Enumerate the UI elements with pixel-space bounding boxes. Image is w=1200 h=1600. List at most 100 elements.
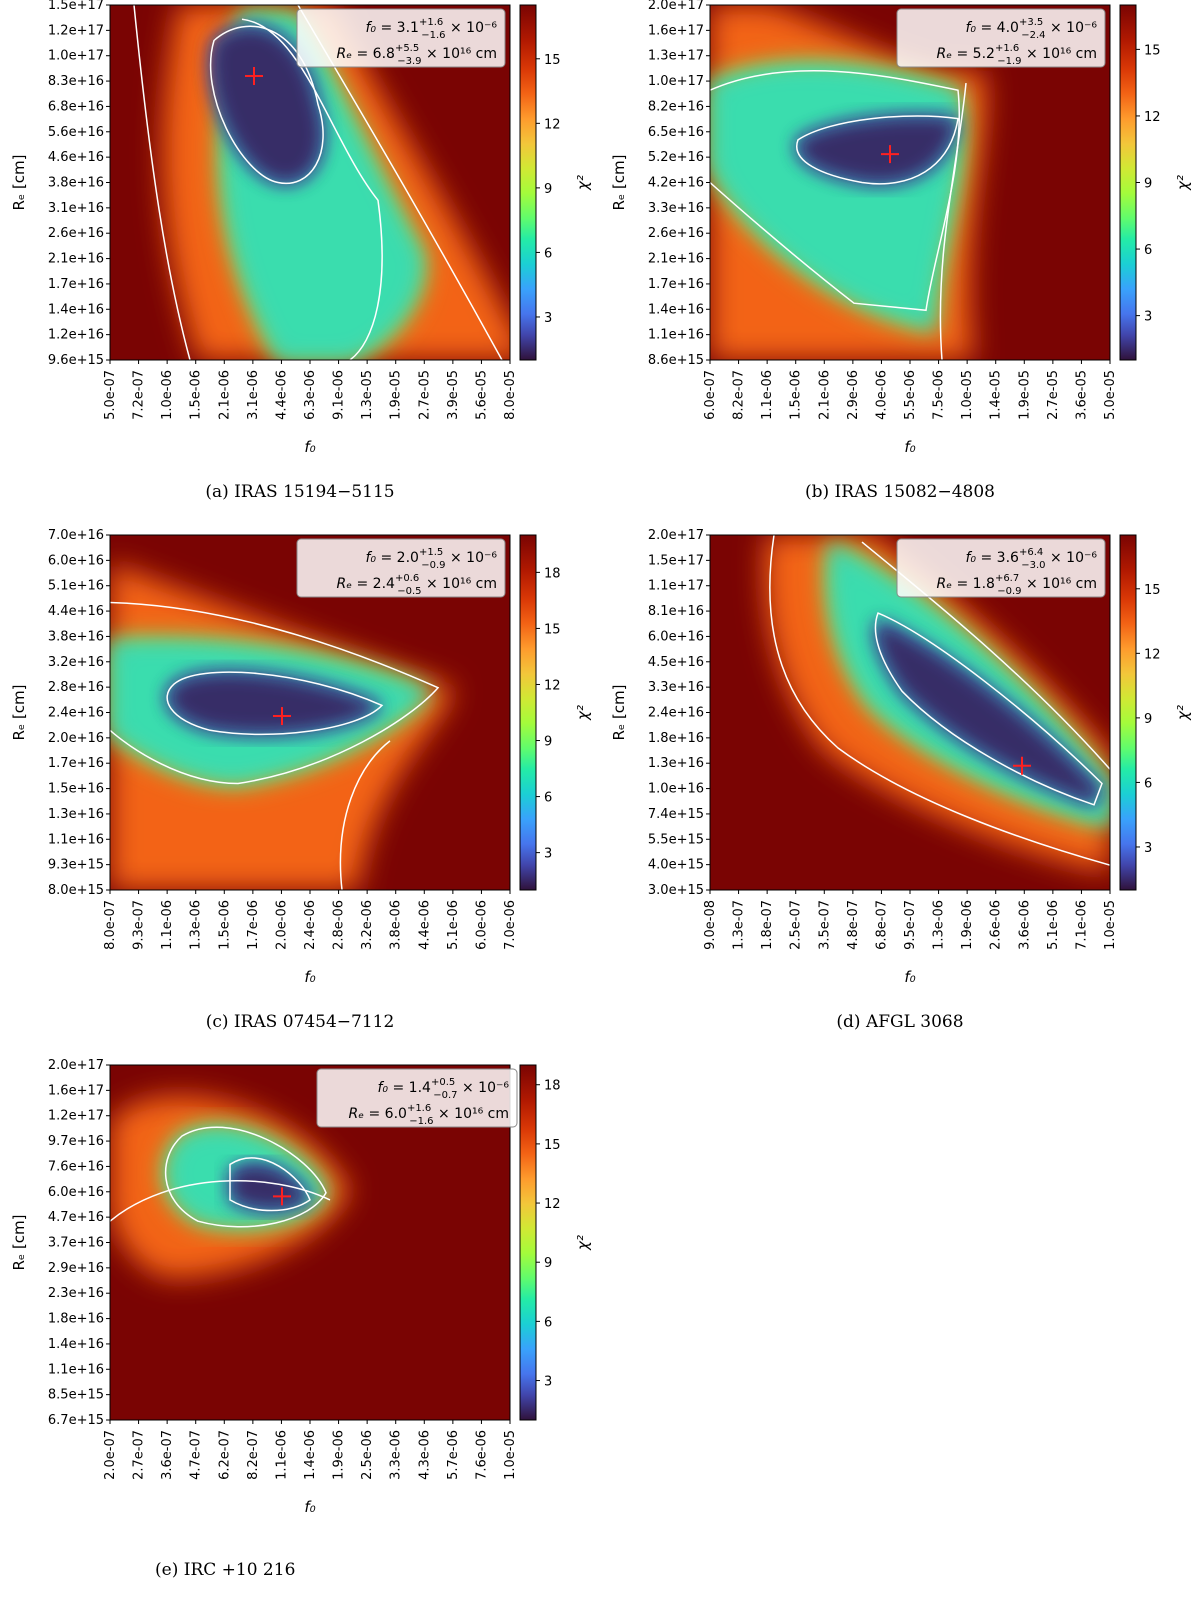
x-tick-label: 3.6e-06: [1017, 900, 1032, 950]
colorbar-tick-label: 15: [544, 53, 561, 68]
x-tick-label: 6.2e-07: [217, 1430, 232, 1480]
y-tick-label: 1.4e+16: [48, 302, 104, 317]
contour-line: [796, 115, 959, 185]
re-annotation: Rₑ = 2.4+0.6 −0.5 × 10¹⁶ cm: [336, 573, 497, 597]
colorbar-tick-label: 12: [544, 1197, 561, 1212]
chart-e: 2.0e-07 2.7e-07 3.6e-07 4.7e-07 6.2e-07 8.2e-…: [10, 1058, 592, 1516]
x-axis-label: f₀: [304, 968, 315, 986]
colorbar-tick-label: 9: [1144, 177, 1152, 192]
y-tick-label: 3.8e+16: [48, 176, 104, 191]
colorbar-tick-label: 9: [1144, 712, 1152, 727]
f0-annotation: f₀ = 3.1+1.6 −1.6 × 10⁻⁶: [366, 17, 498, 41]
x-tick-label: 9.0e-08: [703, 900, 718, 950]
colorbar-tick-label: 9: [544, 735, 552, 750]
y-tick-label: 3.1e+16: [48, 201, 104, 216]
x-tick-label: 5.0e-05: [1103, 370, 1118, 420]
y-tick-label: 5.2e+16: [648, 150, 704, 165]
y-tick-label: 2.6e+16: [48, 226, 104, 241]
y-tick-label: 1.5e+17: [48, 0, 104, 13]
colorbar: [1119, 534, 1137, 891]
x-tick-label: 1.9e-06: [960, 900, 975, 950]
contour-line: [166, 671, 384, 736]
x-tick-label: 4.4e-06: [417, 900, 432, 950]
y-tick-label: 7.0e+16: [48, 528, 104, 543]
y-tick-label: 4.6e+16: [48, 150, 104, 165]
f0-annotation: f₀ = 4.0+3.5 −2.4 × 10⁻⁶: [966, 17, 1098, 41]
x-tick-label: 2.7e-07: [132, 1430, 147, 1480]
annotation-frame: [296, 538, 506, 598]
y-tick-label: 7.4e+15: [648, 807, 704, 822]
best-fit-marker: [273, 707, 291, 726]
x-tick-label: 7.0e-06: [503, 900, 518, 950]
contour-line: [110, 601, 440, 785]
panel-a: 5.0e-07 7.2e-07 1.0e-06 1.5e-06 2.1e-06 3.1e-…: [10, 0, 592, 520]
contour-line: [339, 740, 391, 890]
y-tick-label: 7.6e+16: [48, 1159, 104, 1174]
y-tick-label: 1.1e+17: [648, 579, 704, 594]
colorbar-label: χ²: [1174, 175, 1192, 191]
x-tick-label: 1.9e-06: [332, 1430, 347, 1480]
y-tick-label: 5.6e+16: [48, 125, 104, 140]
contour-line: [229, 1157, 311, 1212]
y-axis-label: Rₑ [cm]: [10, 684, 28, 740]
caption-d: (d) AFGL 3068: [836, 1012, 964, 1032]
y-tick-label: 3.8e+16: [48, 629, 104, 644]
x-tick-label: 1.1e-06: [760, 370, 775, 420]
y-axis-label: Rₑ [cm]: [10, 154, 28, 210]
y-tick-label: 6.0e+16: [48, 553, 104, 568]
chi2-minimum: [230, 1163, 310, 1211]
y-tick-label: 5.5e+15: [648, 832, 704, 847]
contour-line: [133, 5, 191, 360]
x-tick-label: 1.4e-05: [989, 370, 1004, 420]
colorbar: [519, 1064, 537, 1421]
y-tick-label: 1.1e+16: [48, 1362, 104, 1377]
fit-annotation-box: f₀ = 4.0+3.5 −2.4 × 10⁻⁶Rₑ = 5.2+1.6 −1.9 …: [896, 8, 1106, 68]
f0-annotation: f₀ = 2.0+1.5 −0.9 × 10⁻⁶: [366, 547, 498, 571]
re-annotation: Rₑ = 6.0+1.6 −1.6 × 10¹⁶ cm: [348, 1103, 509, 1127]
colorbar-tick-label: 3: [544, 311, 552, 326]
y-tick-label: 3.3e+16: [648, 680, 704, 695]
colorbar-tick-label: 6: [544, 246, 552, 261]
x-axis-label: f₀: [904, 968, 915, 986]
x-tick-label: 4.7e-07: [189, 1430, 204, 1480]
y-tick-label: 8.1e+16: [648, 604, 704, 619]
y-tick-label: 9.6e+15: [48, 353, 104, 368]
x-tick-label: 7.1e-06: [1074, 900, 1089, 950]
y-tick-label: 1.8e+16: [648, 731, 704, 746]
chi2-minimum: [796, 115, 958, 184]
panel-d: 9.0e-08 1.3e-07 1.8e-07 2.5e-07 3.5e-07 4.8e-…: [610, 528, 1192, 1050]
colorbar-tick-label: 18: [544, 566, 561, 581]
x-tick-label: 4.3e-06: [417, 1430, 432, 1480]
colorbar-tick-label: 15: [544, 622, 561, 637]
x-tick-label: 3.6e-07: [160, 1430, 175, 1480]
y-tick-label: 1.2e+17: [48, 1109, 104, 1124]
y-tick-label: 1.8e+16: [48, 1312, 104, 1327]
y-tick-label: 1.5e+17: [648, 553, 704, 568]
re-annotation: Rₑ = 6.8+5.5 −3.9 × 10¹⁶ cm: [336, 43, 497, 67]
x-tick-label: 1.1e-06: [274, 1430, 289, 1480]
x-tick-label: 9.3e-07: [132, 900, 147, 950]
x-axis-label: f₀: [304, 438, 315, 456]
y-tick-label: 1.5e+16: [48, 782, 104, 797]
x-tick-label: 5.1e-06: [446, 900, 461, 950]
fit-annotation-box: f₀ = 3.6+6.4 −3.0 × 10⁻⁶Rₑ = 1.8+6.7 −0.9 …: [896, 538, 1106, 598]
contour-line: [874, 612, 1103, 806]
x-tick-label: 3.9e-05: [446, 370, 461, 420]
y-tick-label: 1.4e+16: [648, 302, 704, 317]
y-tick-label: 1.7e+16: [48, 277, 104, 292]
x-tick-label: 1.0e-05: [1103, 900, 1118, 950]
fit-annotation-box: f₀ = 3.1+1.6 −1.6 × 10⁻⁶Rₑ = 6.8+5.5 −3.9 …: [296, 8, 506, 68]
x-tick-label: 8.0e-05: [503, 370, 518, 420]
x-tick-label: 7.6e-06: [474, 1430, 489, 1480]
y-tick-label: 2.4e+16: [48, 706, 104, 721]
colorbar-tick-label: 3: [1144, 841, 1152, 856]
x-tick-label: 2.9e-06: [846, 370, 861, 420]
best-fit-marker: [1013, 756, 1031, 775]
colorbar-tick-label: 12: [1144, 647, 1161, 662]
contour-line: [939, 83, 967, 360]
panel-c: 8.0e-07 9.3e-07 1.1e-06 1.3e-06 1.5e-06 1.7e-…: [10, 528, 592, 1050]
x-tick-label: 3.1e-06: [246, 370, 261, 420]
colorbar-tick-label: 6: [1144, 243, 1152, 258]
y-tick-label: 3.7e+16: [48, 1236, 104, 1251]
colorbar-tick-label: 9: [544, 182, 552, 197]
